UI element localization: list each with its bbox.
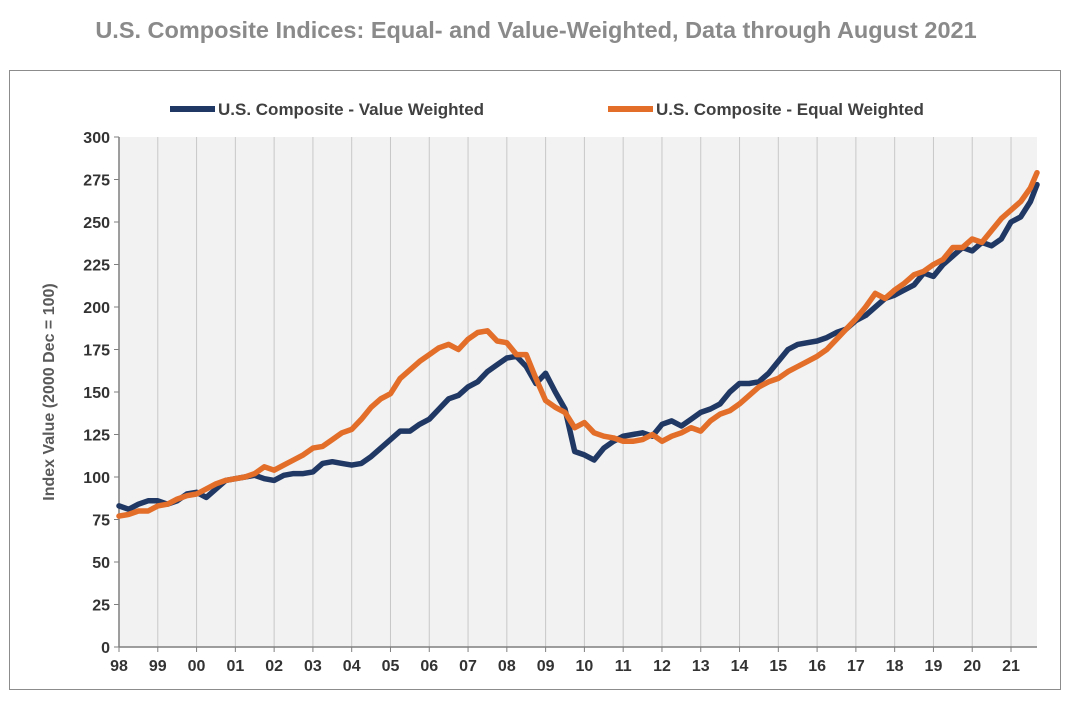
gridlines	[157, 137, 1012, 647]
x-tick-label: 20	[963, 658, 981, 675]
x-tick-label: 10	[576, 658, 594, 675]
y-tick-label: 275	[83, 173, 110, 190]
legend-label-value-weighted: U.S. Composite - Value Weighted	[218, 100, 484, 119]
legend-label-equal-weighted: U.S. Composite - Equal Weighted	[656, 100, 924, 119]
y-tick-label: 250	[83, 215, 110, 232]
y-tick-label: 300	[83, 130, 110, 147]
x-tick-label: 00	[188, 658, 206, 675]
x-tick-label: 04	[343, 658, 361, 675]
chart-frame: 0 25 50 75 100 125 150 175 200 225 250 275 300 98 99 0…	[9, 70, 1061, 690]
x-tick-label: 02	[265, 658, 283, 675]
y-tick-label: 100	[83, 470, 110, 487]
x-tick-label: 98	[110, 658, 128, 675]
x-tick-label: 01	[226, 658, 244, 675]
x-tick-label: 12	[653, 658, 671, 675]
x-tick-label: 06	[420, 658, 438, 675]
plot-area	[119, 137, 1037, 647]
chart-title: U.S. Composite Indices: Equal- and Value…	[95, 17, 977, 43]
x-tick-label: 13	[692, 658, 710, 675]
y-tick-label: 125	[83, 428, 110, 445]
x-tick-label: 14	[731, 658, 749, 675]
y-tick-label: 50	[92, 555, 110, 572]
x-tick-label: 15	[769, 658, 787, 675]
x-tick-label: 16	[808, 658, 826, 675]
y-tick-label: 0	[101, 640, 110, 657]
y-tick-label: 175	[83, 343, 110, 360]
x-tick-label: 08	[498, 658, 516, 675]
y-tick-label: 25	[92, 598, 110, 615]
series-lines	[116, 169, 1040, 519]
series-line-equal-weighted	[116, 169, 1040, 519]
y-axis-title: Index Value (2000 Dec = 100)	[41, 283, 58, 500]
line-chart: 0 25 50 75 100 125 150 175 200 225 250 275 300 98 99 0…	[41, 100, 1040, 675]
y-tick-label: 150	[83, 385, 110, 402]
y-tick-label: 75	[92, 513, 110, 530]
legend: U.S. Composite - Value Weighted U.S. Com…	[170, 100, 924, 119]
x-tick-label: 05	[382, 658, 400, 675]
y-tick-label: 200	[83, 300, 110, 317]
x-tick-label: 07	[459, 658, 477, 675]
y-tick-labels: 0 25 50 75 100 125 150 175 200 225 250 275 300	[83, 130, 119, 657]
x-tick-label: 99	[149, 658, 167, 675]
x-tick-label: 17	[847, 658, 865, 675]
x-tick-label: 03	[304, 658, 322, 675]
x-tick-label: 21	[1002, 658, 1020, 675]
y-tick-label: 225	[83, 258, 110, 275]
x-tick-label: 11	[615, 658, 632, 675]
x-tick-label: 19	[925, 658, 943, 675]
x-tick-labels: 98 99 00 01 02 03 04 05 06 07 08 09 10 11 12 13 14 15 16 17…	[110, 647, 1020, 675]
x-tick-label: 09	[537, 658, 555, 675]
x-tick-label: 18	[886, 658, 904, 675]
